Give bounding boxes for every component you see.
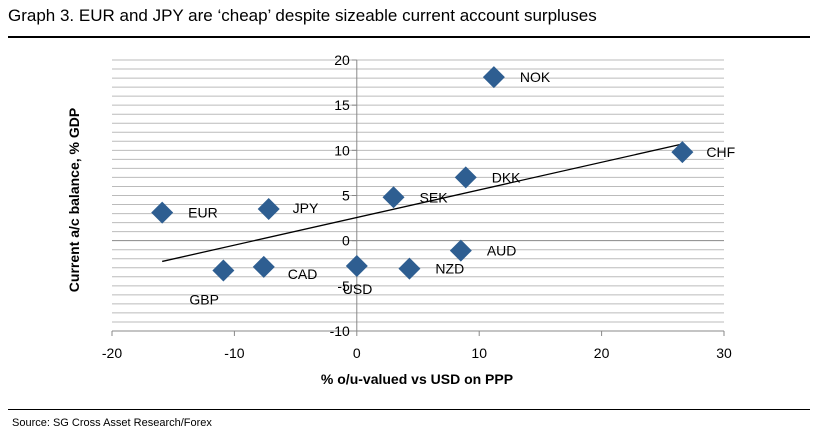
data-points (151, 66, 694, 282)
trendline-group (162, 143, 683, 263)
x-tick-label: -20 (102, 345, 122, 361)
x-tick-label: -10 (224, 345, 244, 361)
y-tick-label: 10 (334, 142, 350, 158)
point-label-nok: NOK (520, 69, 551, 85)
x-tick-label: 10 (471, 345, 487, 361)
chart-title: Graph 3. EUR and JPY are ‘cheap’ despite… (8, 6, 597, 25)
point-label-sek: SEK (420, 189, 449, 205)
point-label-usd: USD (343, 281, 373, 297)
y-tick-label: -10 (330, 323, 350, 339)
data-point-jpy (257, 198, 280, 221)
axes (111, 59, 725, 336)
data-point-usd (345, 254, 368, 277)
trendline (162, 143, 683, 263)
point-label-cad: CAD (288, 266, 318, 282)
point-labels: NOK CHF DKK SEK EUR JPY AUD NZD USD CAD GBP (188, 69, 735, 307)
x-tick-labels: -20 -10 0 10 20 30 (102, 345, 732, 361)
point-label-gbp: GBP (189, 291, 219, 307)
y-tick-label: 15 (334, 97, 350, 113)
y-axis-label: Current a/c balance, % GDP (66, 108, 82, 292)
data-point-cad (252, 255, 275, 278)
data-point-nzd (398, 257, 421, 280)
data-point-eur (151, 201, 174, 224)
data-point-dkk (454, 166, 477, 189)
x-axis-label: % o/u-valued vs USD on PPP (321, 371, 513, 387)
footer-rule (8, 409, 810, 410)
source-note: Source: SG Cross Asset Research/Forex (12, 417, 212, 429)
point-label-nzd: NZD (435, 261, 464, 277)
gridlines (112, 59, 724, 332)
y-tick-label: 0 (342, 233, 350, 249)
y-tick-label: 5 (342, 188, 350, 204)
x-tick-label: 20 (594, 345, 610, 361)
point-label-jpy: JPY (293, 200, 319, 216)
data-point-chf (671, 141, 694, 164)
x-tick-label: 0 (353, 345, 361, 361)
point-label-aud: AUD (487, 243, 517, 259)
point-label-chf: CHF (706, 144, 735, 160)
data-point-nok (482, 66, 505, 89)
title-rule (8, 36, 810, 38)
y-tick-labels: -10 -5 0 5 10 15 20 (330, 52, 350, 339)
data-point-aud (449, 239, 472, 262)
y-tick-label: -5 (337, 278, 350, 294)
data-point-sek (382, 186, 405, 209)
x-tick-label: 30 (716, 345, 732, 361)
point-label-dkk: DKK (492, 169, 521, 185)
point-label-eur: EUR (188, 205, 218, 221)
y-tick-label: 20 (334, 52, 350, 68)
data-point-gbp (212, 259, 235, 282)
